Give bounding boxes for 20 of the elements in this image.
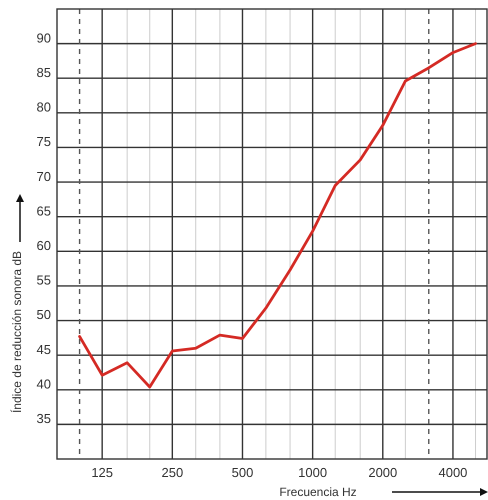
- y-tick-label: 35: [36, 411, 51, 426]
- y-tick-label: 65: [36, 203, 51, 218]
- y-tick-label: 60: [36, 238, 51, 254]
- x-tick-label: 2000: [368, 465, 398, 480]
- y-tick-label: 55: [36, 272, 51, 288]
- y-tick-label: 75: [36, 134, 51, 150]
- y-tick-label: 50: [36, 307, 51, 322]
- y-tick-label: 40: [36, 376, 51, 392]
- x-tick-label: 125: [91, 465, 114, 480]
- x-tick-label: 4000: [438, 465, 468, 480]
- x-tick-label: 250: [161, 465, 184, 480]
- x-tick-label: 500: [232, 465, 254, 480]
- x-axis-title: Frecuencia Hz: [279, 485, 357, 499]
- y-tick-label: 70: [36, 168, 51, 184]
- y-tick-label: 80: [36, 100, 51, 115]
- x-tick-label: 1000: [298, 465, 328, 480]
- y-tick-label: 45: [36, 342, 51, 357]
- y-tick-label: 90: [36, 30, 51, 46]
- y-axis-title: Índice de reducción sonora dB: [10, 250, 24, 414]
- y-tick-label: 85: [36, 64, 51, 80]
